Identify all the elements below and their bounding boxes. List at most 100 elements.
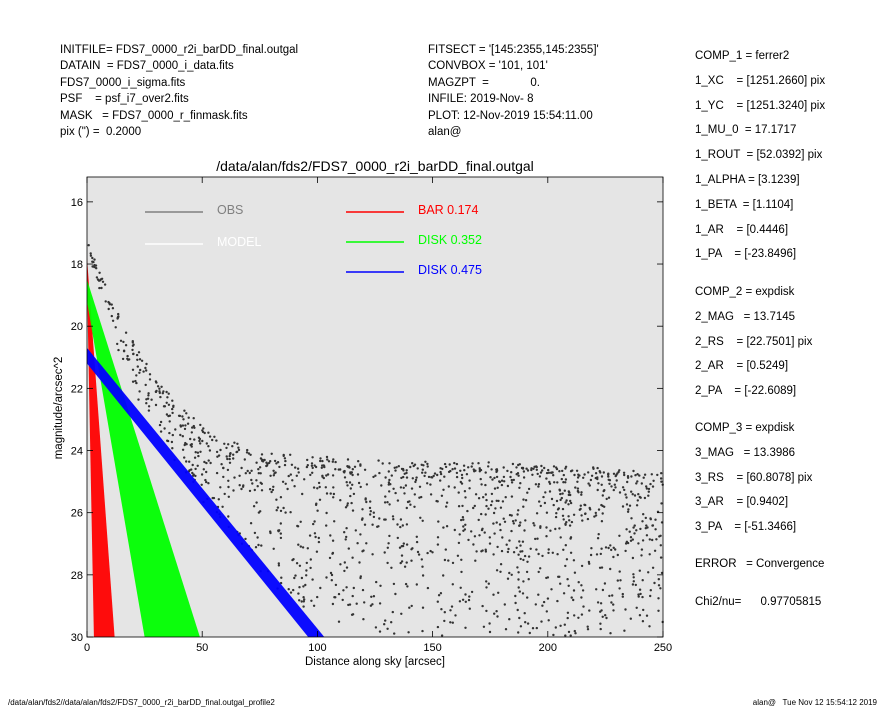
obs-point [569,536,573,539]
obs-point [647,490,650,493]
header-mid-line-5: alan@ [428,125,462,138]
obs-point [381,462,384,465]
component-line: COMP_1 = ferrer2 [695,50,790,62]
obs-point [300,600,303,603]
obs-point [570,596,573,599]
obs-point [647,571,650,574]
obs-point [492,522,495,525]
obs-point [202,427,205,430]
obs-point [183,427,187,431]
obs-point [420,495,423,499]
obs-point [517,553,520,556]
obs-point [216,455,219,458]
obs-point [185,412,188,415]
obs-point [415,540,419,544]
obs-point [510,573,513,576]
obs-point [404,582,408,586]
obs-point [359,464,362,467]
obs-point [135,374,138,377]
obs-point [399,561,402,565]
obs-point [405,561,408,564]
obs-point [272,474,275,477]
obs-point [363,468,367,471]
obs-point [470,465,473,468]
obs-point [524,499,528,502]
obs-point [223,442,226,445]
x-tick-label: 200 [539,642,557,654]
obs-point [564,478,568,481]
obs-point [600,609,603,612]
obs-point [400,554,404,557]
obs-point [255,461,258,464]
obs-point [154,403,158,407]
obs-point [423,474,426,478]
obs-point [526,469,530,472]
obs-point [165,413,169,416]
obs-point [439,467,442,470]
obs-point [174,428,177,431]
obs-point [144,383,147,387]
obs-point [580,613,584,616]
obs-point [137,351,141,354]
obs-point [573,473,576,477]
obs-point [522,470,526,473]
obs-point [388,462,391,465]
obs-point [577,491,580,494]
obs-point [637,493,640,496]
obs-point [563,623,566,626]
obs-point [552,633,555,637]
obs-point [107,307,110,311]
obs-point [443,619,446,623]
obs-point [569,551,573,554]
obs-point [443,462,447,466]
obs-point [514,594,517,598]
obs-point [559,498,562,502]
obs-point [564,481,567,484]
obs-point [183,409,186,412]
obs-point [579,504,582,507]
obs-point [509,475,512,479]
obs-point [165,401,168,404]
obs-point [463,490,467,493]
obs-point [283,457,287,460]
obs-point [325,492,329,495]
obs-point [632,469,635,473]
obs-point [508,513,512,517]
obs-point [488,542,492,545]
obs-point [565,558,569,561]
obs-point [659,587,662,590]
obs-point [213,435,216,438]
obs-point [610,485,613,488]
obs-point [410,559,413,562]
obs-point [459,586,462,589]
obs-point [517,586,520,589]
obs-point [631,493,634,496]
obs-point [564,564,567,568]
obs-point [321,464,324,467]
obs-point [558,527,561,530]
obs-point [519,625,523,628]
obs-point [138,371,141,374]
obs-point [405,471,408,475]
obs-point [345,527,348,530]
obs-point [259,481,262,484]
obs-point [194,451,197,454]
obs-point [638,495,641,499]
obs-point [639,592,642,596]
obs-point [461,516,465,519]
obs-point [207,459,210,462]
obs-point [363,601,366,604]
obs-point [305,574,308,577]
obs-point [641,620,645,623]
obs-point [590,474,594,477]
obs-point [467,538,470,542]
component-line: COMP_2 = expdisk [695,286,795,298]
obs-point [329,492,332,495]
obs-point [537,552,540,556]
obs-point [165,390,168,394]
obs-point [481,604,484,608]
obs-point [103,283,107,286]
obs-point [564,523,567,526]
obs-point [171,433,174,437]
obs-point [439,472,443,476]
